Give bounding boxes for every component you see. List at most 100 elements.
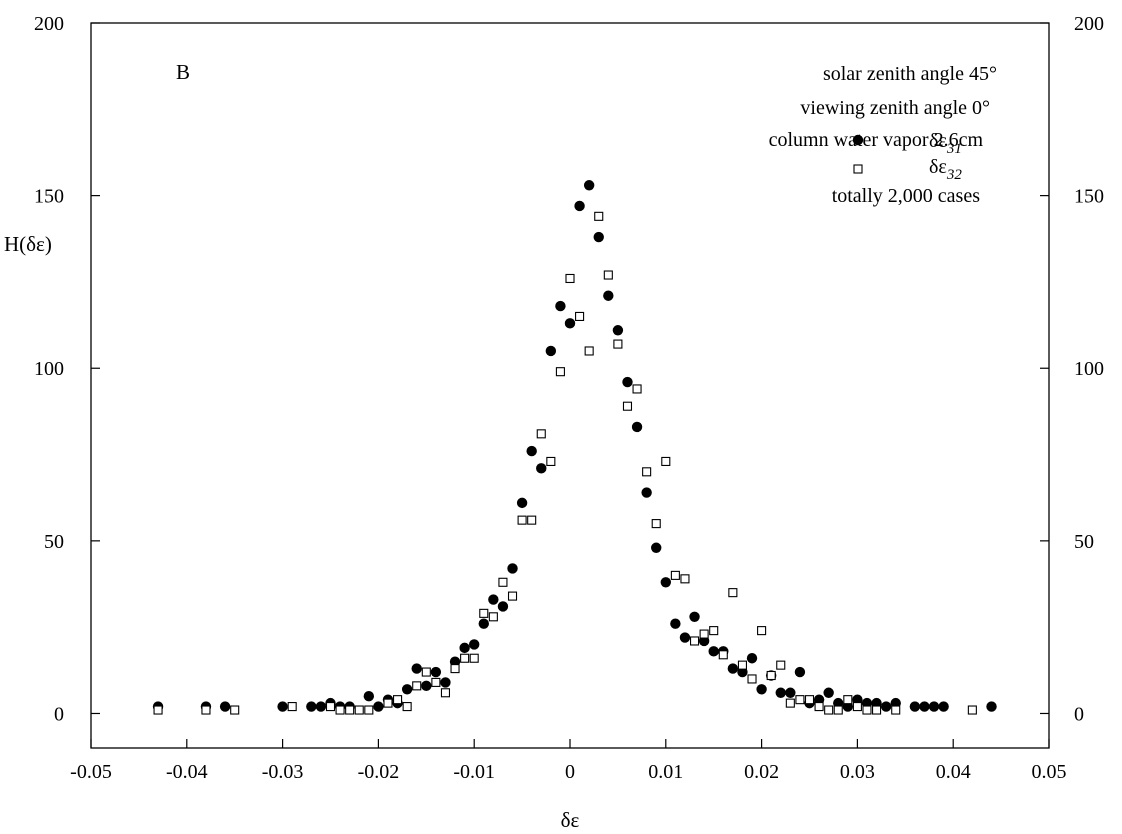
point-series-32 [325,702,336,712]
point-series-32 [795,695,805,705]
point-series-31 [593,231,604,243]
x-tick-label: -0.02 [358,761,400,783]
x-axis-title: δε [561,808,580,832]
x-tick-label: 0.03 [840,761,875,783]
point-series-32 [699,629,709,639]
point-series-32 [594,211,604,221]
legend-label-series-32: δε32 [929,156,962,183]
point-series-32 [230,705,240,715]
point-series-32 [680,574,690,584]
x-tick-label: -0.03 [262,761,304,783]
point-series-32 [814,702,824,712]
point-series-32 [709,626,719,636]
point-series-32 [383,698,393,708]
point-series-32 [670,570,680,580]
point-series-31 [727,663,739,674]
point-series-31 [507,563,518,574]
point-series-32 [575,311,585,322]
series-31 [152,180,997,712]
point-series-32 [469,653,479,663]
point-series-32 [843,695,853,705]
point-series-31 [919,701,930,712]
point-series-32 [153,705,163,715]
point-series-31 [574,200,585,212]
point-series-32 [527,515,537,525]
point-series-32 [440,688,451,698]
point-series-31 [651,542,662,553]
point-series-32 [852,702,862,712]
point-series-31 [401,684,413,695]
point-series-32 [632,384,642,394]
point-series-32 [287,702,297,712]
annotation-total-cases: totally 2,000 cases [832,185,981,207]
point-series-32 [603,270,613,280]
point-series-31 [583,180,595,191]
annotation-viewing-zenith: viewing zenith angle 0° [800,97,990,119]
x-axis-ticks: -0.05 -0.04 -0.03 -0.02 -0.01 0 0.01 0.02 0.03 0.… [70,739,1067,783]
y-tick-label-left: 100 [34,358,64,380]
point-series-32 [757,626,767,636]
point-series-32 [335,705,345,715]
point-series-32 [747,674,757,684]
point-series-32 [613,339,623,349]
point-series-32 [536,429,546,439]
point-series-32 [622,401,633,411]
point-series-31 [689,611,700,623]
x-tick-label: 0 [565,761,575,783]
point-series-31 [775,687,786,698]
point-series-32 [737,660,747,670]
point-series-31 [555,300,566,312]
point-series-31 [880,701,892,712]
point-series-31 [603,290,614,301]
point-series-32 [488,612,498,622]
x-tick-label: 0.01 [648,761,683,783]
point-series-32 [967,705,977,715]
point-series-31 [746,653,758,664]
point-series-31 [986,701,997,712]
y-tick-label-right: 100 [1074,358,1104,380]
point-series-31 [430,666,442,678]
point-series-31 [631,421,643,433]
point-series-31 [440,677,451,688]
point-series-32 [546,456,556,467]
point-series-31 [411,663,422,674]
point-series-32 [642,467,652,477]
point-series-32 [460,653,470,663]
y-axis-ticks: 0 0 50 50 100 100 150 150 200 200 [34,13,1104,725]
point-series-32 [412,681,422,691]
point-series-32 [804,695,815,705]
point-series-31 [516,497,528,509]
y-tick-label-right: 150 [1074,186,1104,208]
legend-marker-series-31 [852,134,864,146]
point-series-32 [833,705,843,715]
point-series-32 [584,346,594,356]
series-32 [153,211,977,715]
point-series-32 [345,705,355,715]
point-series-31 [497,601,509,612]
point-series-31 [564,318,576,329]
point-series-32 [785,698,795,708]
point-series-31 [421,680,432,692]
x-tick-label: 0.04 [936,761,971,783]
point-series-31 [459,642,470,654]
point-series-31 [545,345,557,357]
point-series-32 [354,705,364,715]
point-series-32 [431,677,441,687]
point-series-32 [718,650,728,660]
x-tick-label: 0.05 [1032,761,1067,783]
point-series-31 [909,701,921,712]
point-series-32 [651,519,661,529]
legend-marker-series-32 [853,164,863,174]
point-series-32 [661,456,671,467]
annotation-block: solar zenith angle 45° viewing zenith an… [769,63,997,207]
point-series-31 [938,701,949,712]
point-series-32 [862,705,872,715]
y-tick-label-left: 200 [34,13,64,35]
point-series-31 [756,684,767,695]
y-tick-label-left: 50 [44,531,64,553]
y-tick-label-right: 0 [1074,703,1084,725]
point-series-32 [565,273,575,284]
point-series-31 [488,594,499,605]
point-series-31 [536,463,547,474]
